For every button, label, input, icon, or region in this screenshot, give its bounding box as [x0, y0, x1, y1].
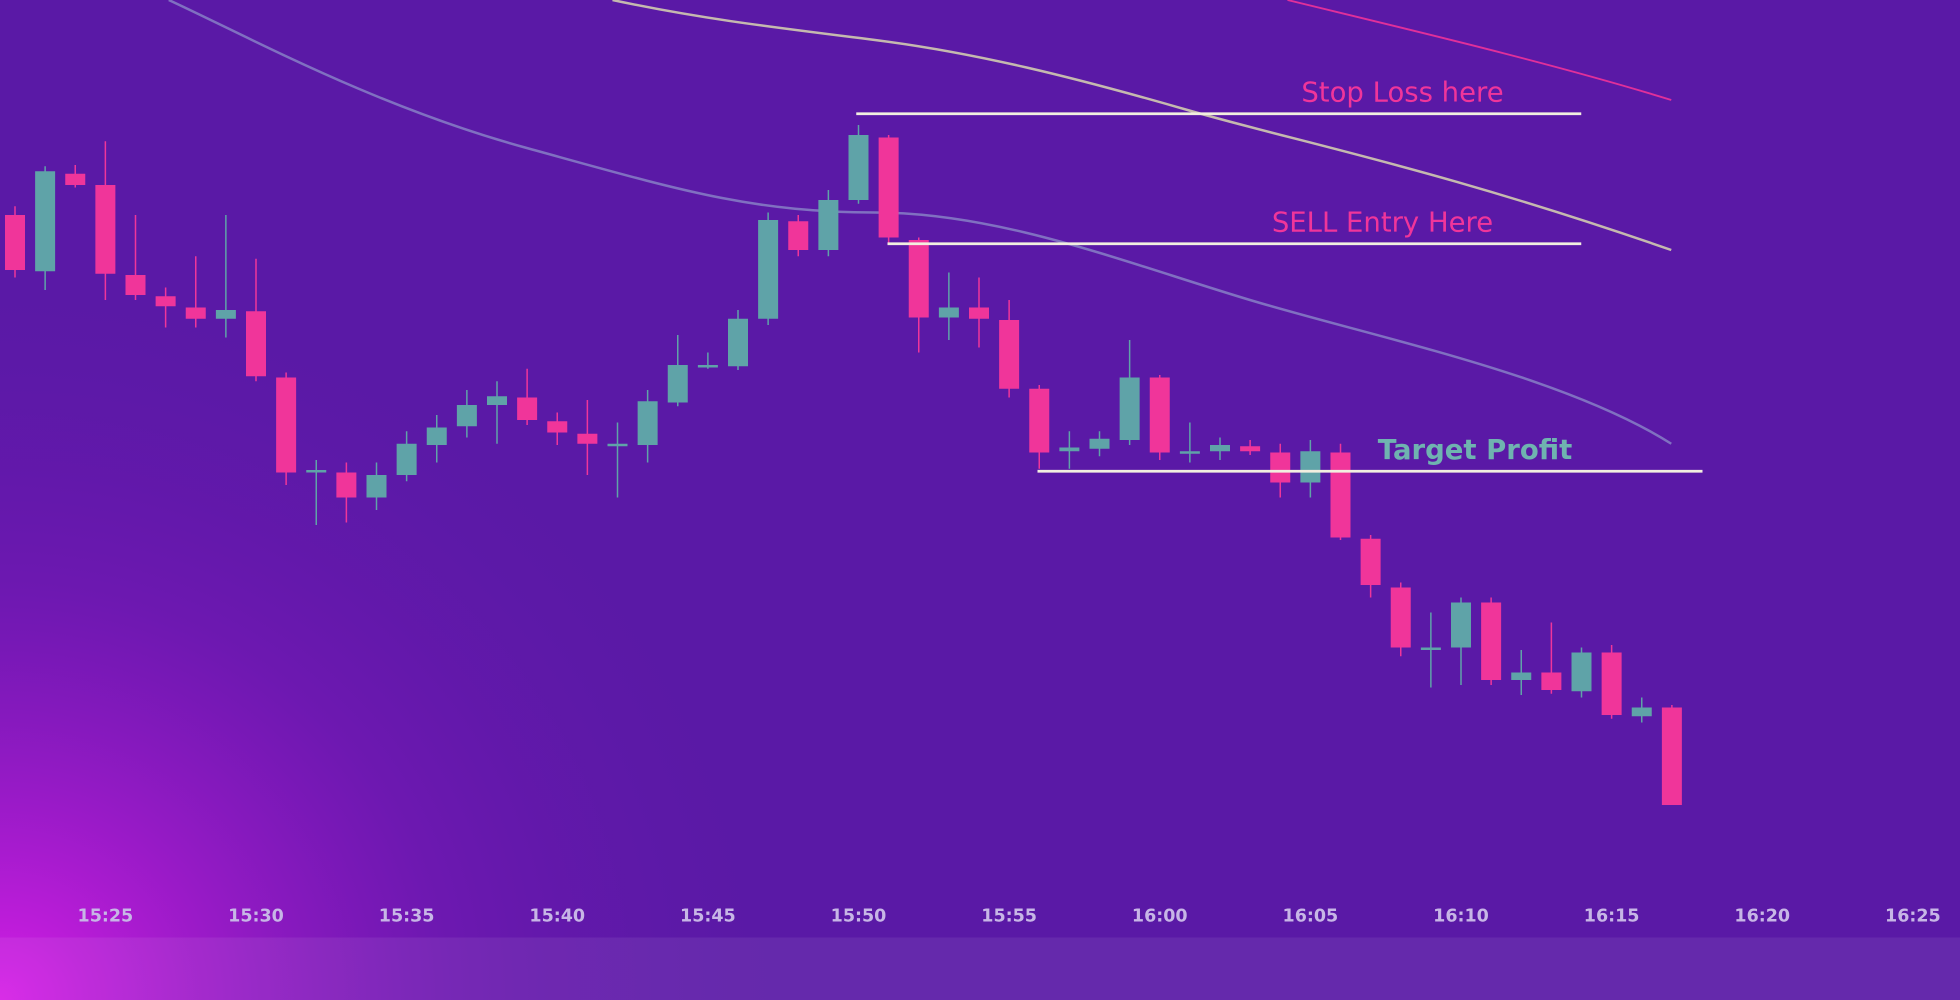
- scroll-bar: [0, 937, 1960, 1000]
- candle-body: [1210, 445, 1230, 452]
- candle-body: [35, 171, 56, 272]
- candle-body: [878, 137, 899, 238]
- level-label: SELL Entry Here: [1272, 206, 1493, 238]
- candle-body: [125, 275, 146, 295]
- candle-body: [1451, 602, 1471, 648]
- candle-body: [5, 215, 25, 270]
- candle-body: [1631, 707, 1652, 717]
- x-axis: 15:25 15:30 15:35 15:40 15:45 15:50 15:55 16:00…: [78, 906, 1941, 926]
- candle-body: [1390, 587, 1411, 648]
- candle-body: [547, 421, 568, 433]
- candle-body: [1541, 672, 1562, 690]
- candle-body: [1330, 452, 1351, 538]
- candle-body: [246, 311, 266, 377]
- candle-body: [1420, 647, 1441, 650]
- candle-body: [306, 470, 327, 473]
- candles: [5, 125, 1682, 805]
- candle-body: [456, 405, 477, 427]
- candle-body: [1601, 652, 1622, 715]
- candle-body: [908, 240, 929, 318]
- x-tick-label: 15:40: [529, 906, 585, 926]
- candle-body: [1661, 707, 1682, 805]
- candle-body: [999, 320, 1020, 389]
- candle-body: [426, 427, 447, 445]
- candle-body: [938, 307, 959, 318]
- candle-body: [1481, 602, 1502, 680]
- candle-body: [788, 221, 809, 250]
- x-tick-label: 16:15: [1584, 906, 1640, 926]
- level-label: Stop Loss here: [1301, 76, 1503, 108]
- level-label: Target Profit: [1378, 434, 1573, 466]
- candle-body: [517, 397, 538, 420]
- candle-body: [758, 220, 779, 319]
- x-tick-label: 16:25: [1885, 906, 1941, 926]
- candle-body: [577, 433, 598, 444]
- candle-body: [1149, 377, 1170, 453]
- moving-average: [612, 0, 1672, 252]
- candle-body: [1089, 438, 1110, 449]
- candle-body: [697, 365, 718, 368]
- candle-body: [95, 185, 116, 274]
- x-tick-label: 15:55: [981, 906, 1037, 926]
- candle-body: [1511, 672, 1532, 680]
- candle-body: [215, 310, 236, 319]
- candle-body: [1571, 652, 1592, 692]
- x-tick-label: 15:25: [78, 906, 134, 926]
- candle-body: [1179, 451, 1200, 454]
- candle-body: [1029, 388, 1050, 453]
- candle-body: [607, 443, 628, 447]
- candle-body: [366, 475, 387, 498]
- candle-body: [396, 443, 417, 475]
- candle-body: [818, 200, 839, 250]
- x-tick-label: 16:20: [1734, 906, 1790, 926]
- candle-body: [667, 365, 688, 403]
- candle-body: [1119, 377, 1140, 440]
- x-tick-label: 15:50: [831, 906, 887, 926]
- candle-body: [1360, 538, 1381, 585]
- candle-body: [276, 377, 297, 473]
- x-tick-label: 16:05: [1283, 906, 1339, 926]
- x-tick-label: 15:45: [680, 906, 736, 926]
- candle-body: [1270, 452, 1291, 483]
- candle-body: [487, 396, 507, 405]
- x-tick-label: 15:35: [379, 906, 435, 926]
- candle-body: [185, 307, 206, 319]
- x-tick-label: 16:00: [1132, 906, 1188, 926]
- candle-body: [1300, 451, 1321, 483]
- x-tick-label: 15:30: [228, 906, 284, 926]
- candle-body: [65, 173, 86, 185]
- candle-body: [1059, 447, 1080, 452]
- candle-body: [1240, 446, 1261, 452]
- levels: Stop Loss here SELL Entry Here Target Prof…: [856, 76, 1703, 473]
- candle-body: [336, 472, 357, 498]
- moving-average: [1287, 0, 1672, 101]
- candle-body: [637, 401, 658, 445]
- candle-body: [848, 135, 869, 200]
- x-tick-label: 16:10: [1433, 906, 1489, 926]
- candle-body: [728, 318, 748, 367]
- candle-body: [155, 296, 176, 307]
- candle-body: [969, 307, 989, 319]
